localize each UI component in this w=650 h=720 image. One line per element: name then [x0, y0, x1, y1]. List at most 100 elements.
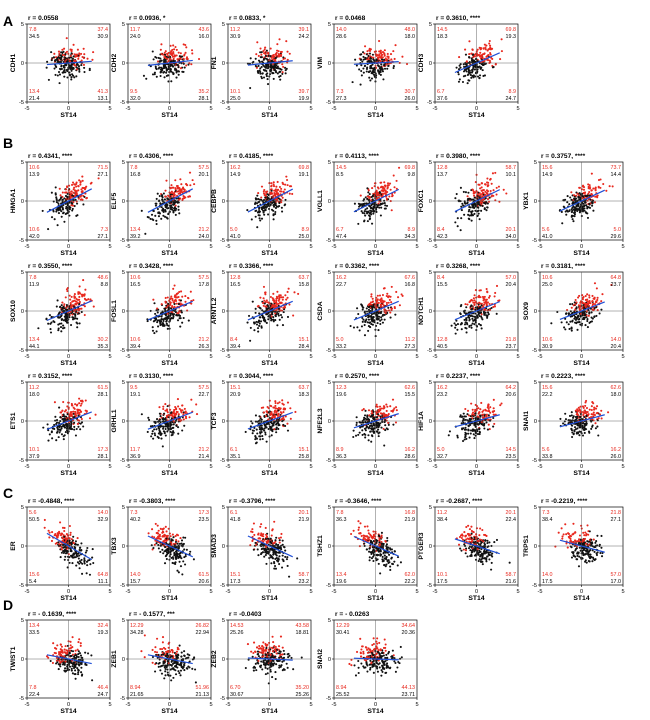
quadrant-bottom-right-high: 8.9 — [408, 227, 416, 233]
data-point — [164, 314, 168, 317]
data-point — [366, 187, 369, 190]
data-point — [86, 57, 89, 60]
data-point — [70, 295, 73, 298]
data-point — [74, 59, 77, 63]
data-point — [162, 319, 165, 323]
quadrant-top-left-low: 18.0 — [29, 392, 40, 398]
data-point — [488, 39, 491, 43]
data-point — [258, 322, 261, 325]
quadrant-top-left-high: 14.5 — [336, 165, 347, 171]
y-tick-label: -5 — [532, 348, 537, 354]
data-point — [165, 71, 168, 74]
data-point — [488, 59, 491, 62]
data-point — [175, 424, 178, 427]
data-point — [281, 63, 284, 66]
y-tick-label: -5 — [19, 348, 24, 354]
data-point — [454, 197, 457, 200]
y-tick-label: -5 — [120, 238, 125, 244]
data-point — [75, 63, 79, 66]
data-point — [57, 421, 61, 424]
data-point — [155, 330, 158, 333]
data-point — [62, 401, 65, 404]
data-point — [467, 191, 470, 194]
correlation-label: r = 0.0936, * — [129, 15, 166, 22]
data-point — [473, 301, 476, 304]
data-point — [164, 296, 167, 300]
data-point — [376, 298, 379, 301]
data-point — [469, 73, 472, 77]
data-point — [259, 47, 262, 50]
quadrant-bottom-left-high: 12.8 — [437, 337, 448, 343]
data-point — [389, 316, 392, 319]
data-point — [277, 67, 280, 70]
data-point — [476, 214, 479, 218]
data-point — [466, 82, 469, 85]
data-point — [67, 210, 70, 213]
x-tick-label: 5 — [209, 244, 212, 250]
data-point — [389, 311, 392, 314]
data-point — [380, 297, 383, 300]
data-point — [488, 42, 491, 45]
data-point — [177, 405, 180, 408]
scatter-plot-sox9: r = 0.3181, ****10.625.064.823.710.630.9… — [523, 263, 625, 367]
data-point — [362, 67, 365, 70]
quadrant-bottom-left-high: 6.7 — [437, 89, 445, 95]
x-tick-label: -5 — [226, 106, 231, 112]
data-point — [367, 214, 371, 217]
data-point — [395, 179, 398, 182]
data-point — [259, 296, 262, 299]
data-point — [590, 172, 593, 175]
data-point — [457, 80, 461, 83]
data-point — [375, 197, 378, 200]
data-point — [97, 177, 100, 180]
data-point — [70, 202, 73, 205]
data-point — [195, 413, 199, 416]
data-point — [275, 185, 278, 188]
data-point — [282, 56, 285, 59]
data-point — [470, 324, 473, 327]
data-point — [360, 64, 363, 67]
data-point — [580, 194, 583, 197]
quadrant-top-right-high: 48.0 — [405, 27, 416, 33]
data-point — [485, 192, 488, 195]
data-point — [158, 412, 161, 415]
data-point — [461, 202, 464, 205]
data-point — [494, 171, 497, 174]
quadrant-top-left-low: 8.5 — [336, 172, 344, 178]
data-point — [58, 406, 61, 409]
data-point — [155, 428, 158, 431]
data-point — [156, 207, 159, 211]
y-tick-label: -5 — [120, 458, 125, 464]
data-point — [363, 65, 366, 68]
data-point — [566, 195, 569, 198]
data-point — [185, 57, 188, 60]
data-point — [486, 206, 489, 209]
data-point — [83, 195, 86, 198]
data-point — [591, 300, 594, 303]
x-tick-label: 0 — [67, 244, 70, 250]
data-point — [471, 307, 474, 310]
data-point — [261, 316, 264, 319]
data-point — [272, 292, 275, 295]
data-point — [57, 436, 60, 439]
data-point — [605, 189, 608, 192]
data-point — [584, 305, 587, 308]
data-point — [159, 433, 162, 437]
data-point — [159, 425, 162, 428]
quadrant-bottom-right-low: 28.4 — [299, 344, 310, 350]
data-point — [377, 187, 380, 190]
data-point — [375, 316, 378, 320]
data-point — [455, 192, 458, 196]
data-point — [157, 215, 161, 218]
data-point — [484, 48, 487, 51]
data-point — [472, 76, 475, 79]
data-point — [475, 296, 478, 299]
data-point — [482, 299, 485, 302]
quadrant-bottom-left-low: 42.3 — [437, 234, 448, 240]
data-point — [174, 213, 177, 216]
data-point — [384, 312, 387, 315]
data-point — [456, 225, 459, 228]
data-point — [377, 70, 380, 73]
data-point — [578, 206, 581, 209]
data-point — [475, 314, 478, 317]
